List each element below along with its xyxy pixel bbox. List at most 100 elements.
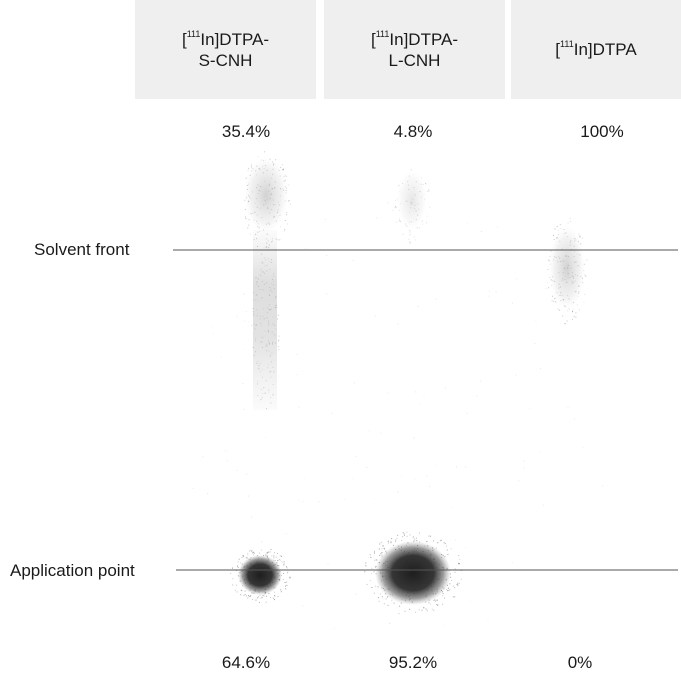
speckle [374,550,375,552]
speckle [429,206,431,208]
speckle [247,597,249,599]
speckle [443,542,445,544]
speckle [397,491,399,493]
speckle [277,560,279,562]
speckle [274,560,276,561]
speckle [409,234,411,236]
speckle [279,239,281,241]
speckle [378,548,380,550]
speckle [523,460,525,462]
speckle [413,538,415,540]
speckle [236,591,238,593]
speckle [289,200,290,201]
speckle [373,498,375,500]
speckle [245,177,247,179]
speckle [274,595,276,597]
speckle [371,587,373,588]
speckle [447,590,449,592]
speckle [409,608,411,610]
speckle [283,563,285,565]
speckle [365,565,367,567]
speckle [280,589,282,591]
speckle [387,604,389,606]
speckle [381,552,383,554]
speckle [413,437,415,439]
speckle [489,290,490,292]
speckle [275,159,277,161]
speckle [244,556,246,558]
speckle [257,156,259,158]
speckle [387,541,389,543]
speckle [324,218,326,220]
speckle [458,562,460,564]
speckle [381,548,383,550]
speckle [431,608,433,610]
speckle [270,549,272,550]
speckle [602,485,604,487]
speckle [409,230,411,232]
speckle [387,596,389,598]
speckle [391,599,393,601]
speckle [364,571,366,573]
speckle [584,274,586,276]
speckle [283,561,285,563]
speckle [415,611,417,613]
speckle [286,581,288,583]
speckle [555,300,557,302]
speckle [458,563,460,565]
speckle [447,553,449,555]
speckle [578,309,580,311]
speckle [387,540,389,542]
speckle [417,306,419,308]
speckle [377,597,379,599]
speckle [244,594,246,595]
speckle [425,608,427,610]
speckle [584,293,586,295]
speckle [286,567,288,569]
speckle [466,412,468,414]
speckle [564,323,566,325]
speckle [284,220,286,221]
speckle [383,547,385,549]
speckle [298,406,300,408]
speckle [246,557,248,559]
speckle [551,300,553,302]
speckle [559,224,561,226]
speckle [428,189,430,191]
speckle [403,533,405,535]
speckle [395,206,397,208]
speckle [289,577,291,579]
speckle [579,235,581,237]
speckle [512,562,513,564]
speckle [273,591,275,593]
speckle [444,543,446,545]
speckle [401,539,403,541]
speckle [274,552,275,554]
speckle [454,571,456,573]
label-main: In]DTPA [573,40,637,59]
speckle [235,584,237,586]
bottom-percentage-l-cnh: 95.2% [388,653,438,672]
speckle [274,595,276,597]
speckle [409,231,411,233]
speckle [287,223,289,225]
label-line2: L-CNH [388,50,441,70]
speckle [442,603,444,605]
speckle [279,555,281,557]
speckle [369,580,371,581]
bottom-percentage-s-cnh: 64.6% [221,653,271,672]
speckle [247,227,249,229]
speckle [380,553,382,555]
speckle [371,567,373,569]
speckle [466,222,468,224]
speckle [452,585,454,587]
speckle [248,495,250,497]
speckle [442,593,444,594]
speckle [268,551,270,553]
speckle [212,333,214,335]
speckle [416,540,418,542]
speckle [435,465,437,467]
speckle [296,354,298,355]
speckle [241,557,243,559]
